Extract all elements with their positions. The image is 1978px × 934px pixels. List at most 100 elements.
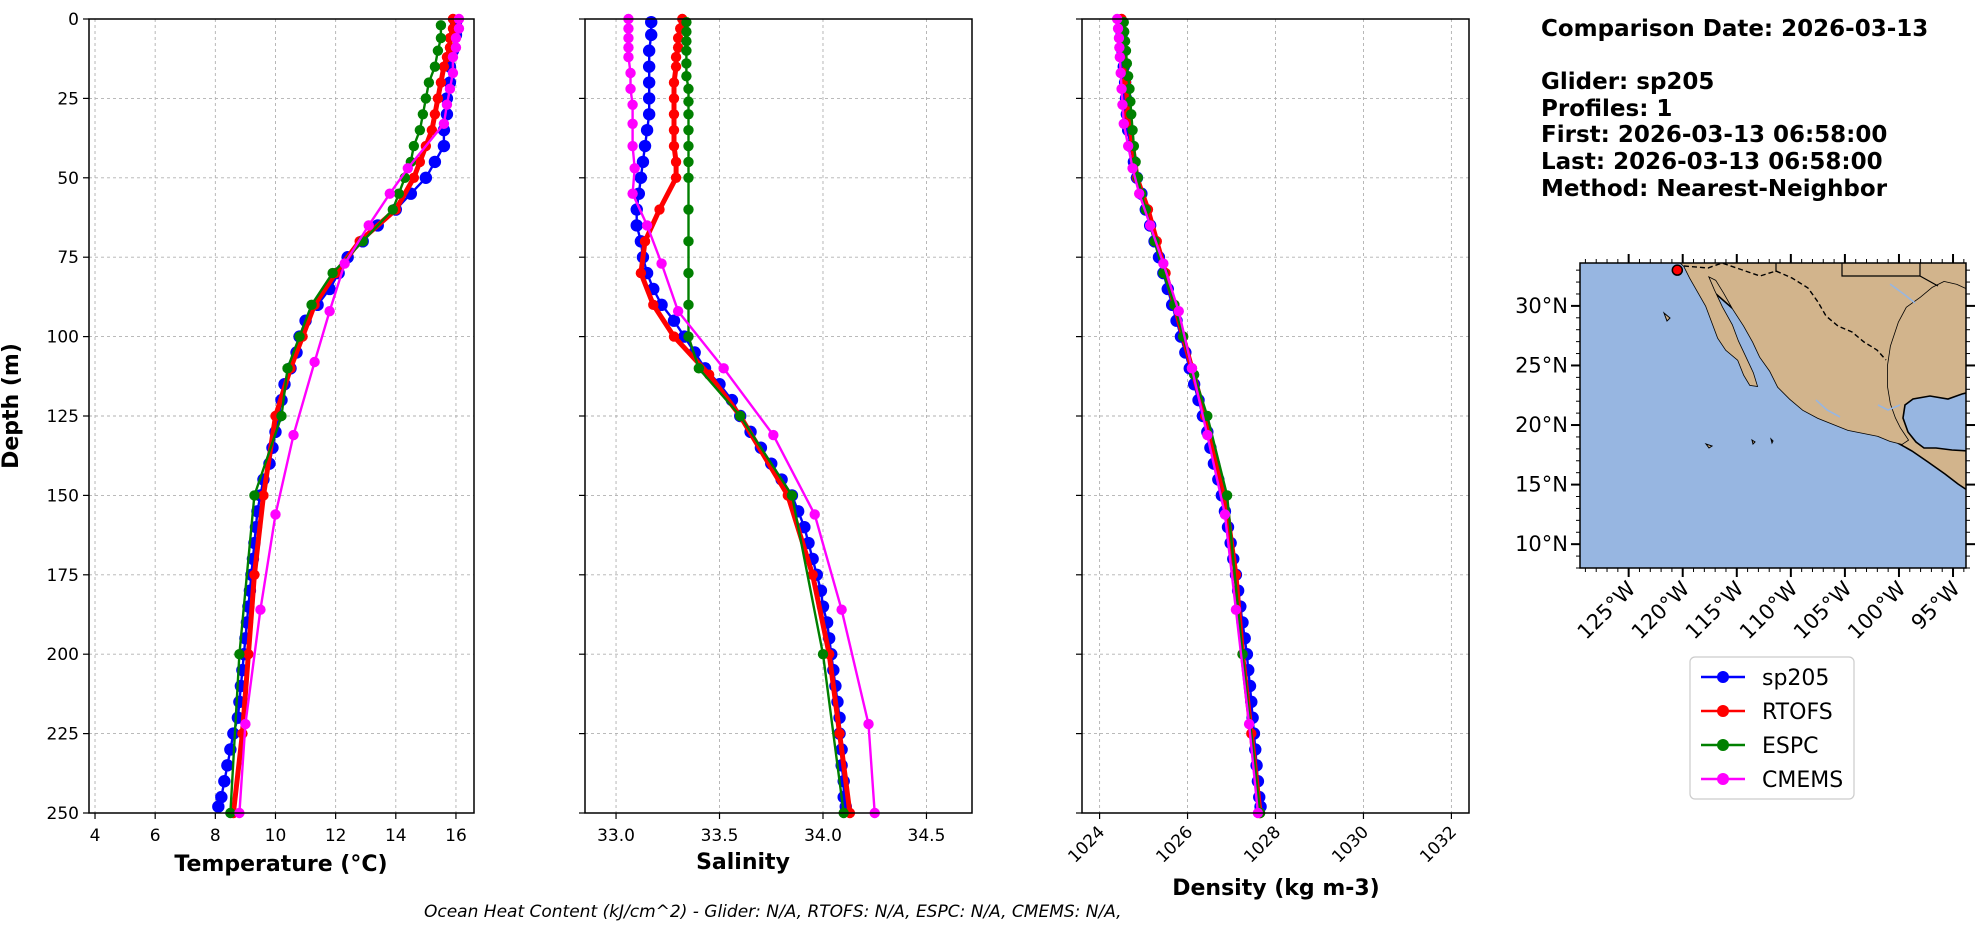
data-point-sp205 (642, 44, 656, 57)
data-point-rtofs (807, 569, 818, 580)
legend-label-sp205: sp205 (1762, 666, 1829, 691)
data-point-espc (681, 26, 692, 37)
data-point-cmems (1219, 509, 1231, 520)
data-point-espc (681, 36, 692, 47)
data-point-cmems (450, 32, 462, 44)
salinity-panel: 33.0 33.5 34.0 34.5 (579, 13, 973, 846)
data-point-cmems (641, 220, 653, 231)
data-point-cmems (1158, 258, 1169, 269)
data-point-espc (420, 93, 432, 104)
data-point-espc (276, 410, 287, 422)
data-point-rtofs (414, 156, 426, 168)
legend-label-espc: ESPC (1762, 734, 1819, 759)
data-point-rtofs (668, 140, 680, 152)
x-tick-label: 34.5 (908, 826, 946, 846)
x-tick-label: 8 (210, 826, 221, 846)
map-islands (1662, 311, 1774, 449)
data-point-espc (1124, 83, 1135, 95)
data-point-rtofs (670, 61, 682, 72)
map-lat-label: 15°N (1515, 473, 1568, 497)
data-point-cmems (1114, 42, 1125, 53)
first-time: First: 2026-03-13 06:58:00 (1541, 122, 1887, 148)
glider-position-marker (1671, 264, 1684, 276)
data-point-cmems (656, 258, 667, 269)
data-point-rtofs (670, 156, 682, 168)
data-point-rtofs (243, 649, 254, 660)
y-tick-label: 25 (57, 89, 79, 109)
data-point-sp205 (630, 219, 643, 232)
x-tick-label: 14 (385, 826, 407, 846)
data-point-cmems (1113, 32, 1125, 44)
data-point-cmems (255, 604, 266, 615)
data-point-espc (234, 649, 245, 660)
data-point-espc (1221, 490, 1233, 501)
y-tick-label: 150 (47, 486, 79, 506)
data-point-espc (423, 77, 435, 88)
data-point-espc (683, 156, 694, 168)
last-time: Last: 2026-03-13 06:58:00 (1541, 149, 1883, 175)
profile-count: Profiles: 1 (1541, 96, 1672, 122)
data-point-cmems (450, 42, 462, 53)
data-point-cmems (672, 305, 684, 317)
data-point-espc (249, 490, 260, 501)
data-point-rtofs (672, 32, 684, 44)
glider-name: Glider: sp205 (1541, 69, 1714, 95)
x-tick-label: 16 (445, 826, 467, 846)
y-tick-label: 100 (47, 328, 79, 348)
data-point-cmems (836, 604, 847, 615)
data-point-espc (786, 490, 798, 501)
data-point-sp205 (667, 314, 681, 327)
data-point-rtofs (408, 172, 420, 183)
y-tick-label: 175 (47, 566, 79, 586)
data-point-cmems (309, 356, 320, 368)
data-point-rtofs (639, 236, 651, 247)
map-border (1683, 263, 1887, 361)
y-tick-label: 200 (47, 645, 79, 665)
data-point-cmems (1186, 363, 1198, 374)
x-tick-label: 12 (325, 826, 347, 846)
data-point-rtofs (834, 728, 845, 739)
data-point-espc (683, 172, 694, 183)
map-lat-label: 30°N (1515, 294, 1568, 318)
data-point-sp205 (636, 155, 650, 169)
data-point-sp205 (638, 139, 652, 153)
data-point-espc (681, 58, 692, 69)
data-point-cmems (270, 509, 281, 520)
x-tick-label: 33.0 (597, 826, 635, 846)
legend-label-cmems: CMEMS (1762, 768, 1843, 793)
density-axis-label: Density (kg m-3) (1172, 876, 1380, 901)
data-point-cmems (324, 305, 335, 317)
data-point-rtofs (648, 299, 659, 311)
map-frame (1579, 262, 1967, 569)
data-point-espc (282, 363, 293, 374)
data-point-espc (387, 204, 398, 215)
data-point-sp205 (645, 28, 658, 42)
data-point-espc (817, 649, 829, 660)
legend-box (1689, 656, 1855, 800)
data-point-cmems (339, 258, 350, 269)
map-lat-label: 20°N (1515, 413, 1568, 437)
data-point-rtofs (249, 569, 260, 580)
data-point-cmems (627, 99, 638, 110)
legend-marker-espc (1717, 739, 1729, 751)
data-point-cmems (629, 163, 640, 174)
data-point-sp205 (221, 759, 234, 772)
map-land-north (1680, 263, 1966, 444)
data-point-espc (681, 45, 692, 56)
data-point-sp205 (419, 171, 433, 184)
ocean-heat-content-note: Ocean Heat Content (kJ/cm^2) - Glider: N… (424, 902, 1122, 922)
data-point-sp205 (642, 108, 656, 121)
data-point-rtofs (670, 172, 682, 183)
data-point-cmems (1144, 220, 1156, 231)
x-tick-label: 34.0 (804, 826, 842, 846)
data-point-cmems (240, 718, 251, 730)
data-point-espc (414, 124, 426, 136)
data-point-rtofs (668, 93, 680, 104)
data-point-cmems (441, 99, 453, 110)
data-point-espc (432, 45, 444, 56)
data-point-espc (306, 299, 317, 311)
data-point-sp205 (428, 155, 442, 169)
data-point-sp205 (215, 790, 228, 804)
info-block: Comparison Date: 2026-03-13 Glider: sp20… (1541, 16, 1928, 202)
